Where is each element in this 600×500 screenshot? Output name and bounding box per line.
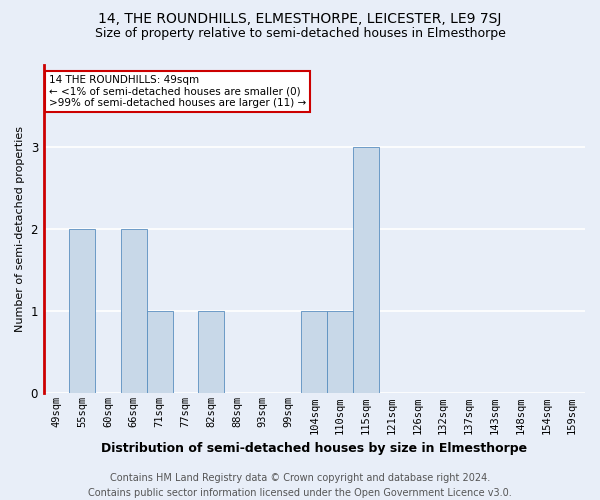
Bar — [353, 147, 379, 394]
Text: Size of property relative to semi-detached houses in Elmesthorpe: Size of property relative to semi-detach… — [95, 28, 505, 40]
Bar — [70, 229, 95, 394]
Bar — [301, 312, 327, 394]
Text: 14, THE ROUNDHILLS, ELMESTHORPE, LEICESTER, LE9 7SJ: 14, THE ROUNDHILLS, ELMESTHORPE, LEICEST… — [98, 12, 502, 26]
Bar — [147, 312, 173, 394]
X-axis label: Distribution of semi-detached houses by size in Elmesthorpe: Distribution of semi-detached houses by … — [101, 442, 527, 455]
Y-axis label: Number of semi-detached properties: Number of semi-detached properties — [15, 126, 25, 332]
Bar — [327, 312, 353, 394]
Bar — [121, 229, 147, 394]
Text: 14 THE ROUNDHILLS: 49sqm
← <1% of semi-detached houses are smaller (0)
>99% of s: 14 THE ROUNDHILLS: 49sqm ← <1% of semi-d… — [49, 75, 306, 108]
Text: Contains HM Land Registry data © Crown copyright and database right 2024.
Contai: Contains HM Land Registry data © Crown c… — [88, 472, 512, 498]
Bar — [198, 312, 224, 394]
